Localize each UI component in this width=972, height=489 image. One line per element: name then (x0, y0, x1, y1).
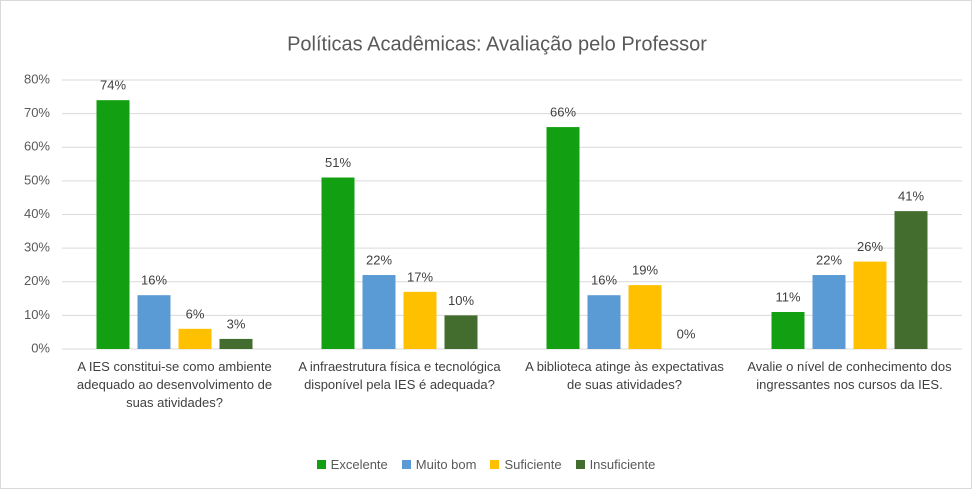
legend-label: Excelente (330, 457, 388, 472)
bar (771, 312, 805, 349)
x-tick-label: A biblioteca atinge às expectativas de s… (525, 359, 724, 392)
bar (628, 285, 662, 349)
y-tick-label: 40% (24, 206, 50, 221)
data-label: 11% (775, 289, 800, 304)
data-label: 66% (550, 105, 576, 120)
y-tick-label: 50% (24, 172, 50, 187)
y-tick-label: 80% (24, 71, 50, 86)
x-tick-label: Avalie o nível de conhecimento dos ingre… (747, 359, 952, 392)
y-tick-label: 70% (24, 105, 50, 120)
legend: Excelente Muito bom Suficiente Insuficiente (0, 457, 972, 472)
y-tick-label: 20% (24, 273, 50, 288)
data-label: 6% (186, 306, 205, 321)
legend-label: Suficiente (504, 457, 562, 472)
legend-swatch (490, 460, 500, 469)
bar (178, 328, 212, 349)
data-label: 41% (898, 189, 924, 204)
y-tick-label: 60% (24, 139, 50, 154)
bar (853, 261, 887, 349)
bar (894, 211, 928, 349)
legend-label: Muito bom (415, 457, 477, 472)
legend-item: Muito bom (401, 457, 477, 472)
data-label: 3% (227, 316, 246, 331)
y-tick-label: 10% (24, 307, 50, 322)
bar (587, 295, 621, 349)
data-label: 22% (366, 252, 392, 267)
legend-swatch (316, 460, 326, 469)
bar (362, 275, 396, 349)
bar (403, 291, 437, 349)
data-label: 10% (448, 293, 474, 308)
data-label: 26% (857, 239, 883, 254)
data-label: 74% (100, 78, 126, 93)
x-tick-label: A IES constitui-se como ambiente adequad… (76, 359, 273, 410)
legend-item: Excelente (316, 457, 388, 472)
legend-swatch (575, 460, 585, 469)
data-label: 19% (632, 263, 658, 278)
chart-title: Políticas Acadêmicas: Avaliação pelo Pro… (287, 33, 707, 55)
bar (546, 127, 580, 349)
bar (219, 338, 253, 349)
x-tick-label: A infraestrutura física e tecnológica di… (298, 359, 501, 392)
legend-swatch (401, 460, 411, 469)
data-label: 22% (816, 252, 842, 267)
y-tick-label: 0% (31, 340, 50, 355)
data-label: 17% (407, 269, 433, 284)
bar (444, 315, 478, 349)
bar (321, 177, 355, 349)
y-tick-label: 30% (24, 240, 50, 255)
legend-item: Insuficiente (575, 457, 656, 472)
data-label: 0% (677, 326, 696, 341)
bar (812, 275, 846, 349)
legend-label: Insuficiente (589, 457, 656, 472)
bar (137, 295, 171, 349)
data-label: 51% (325, 155, 351, 170)
bar (96, 100, 130, 349)
data-label: 16% (591, 273, 617, 288)
legend-item: Suficiente (490, 457, 562, 472)
data-label: 16% (141, 273, 167, 288)
